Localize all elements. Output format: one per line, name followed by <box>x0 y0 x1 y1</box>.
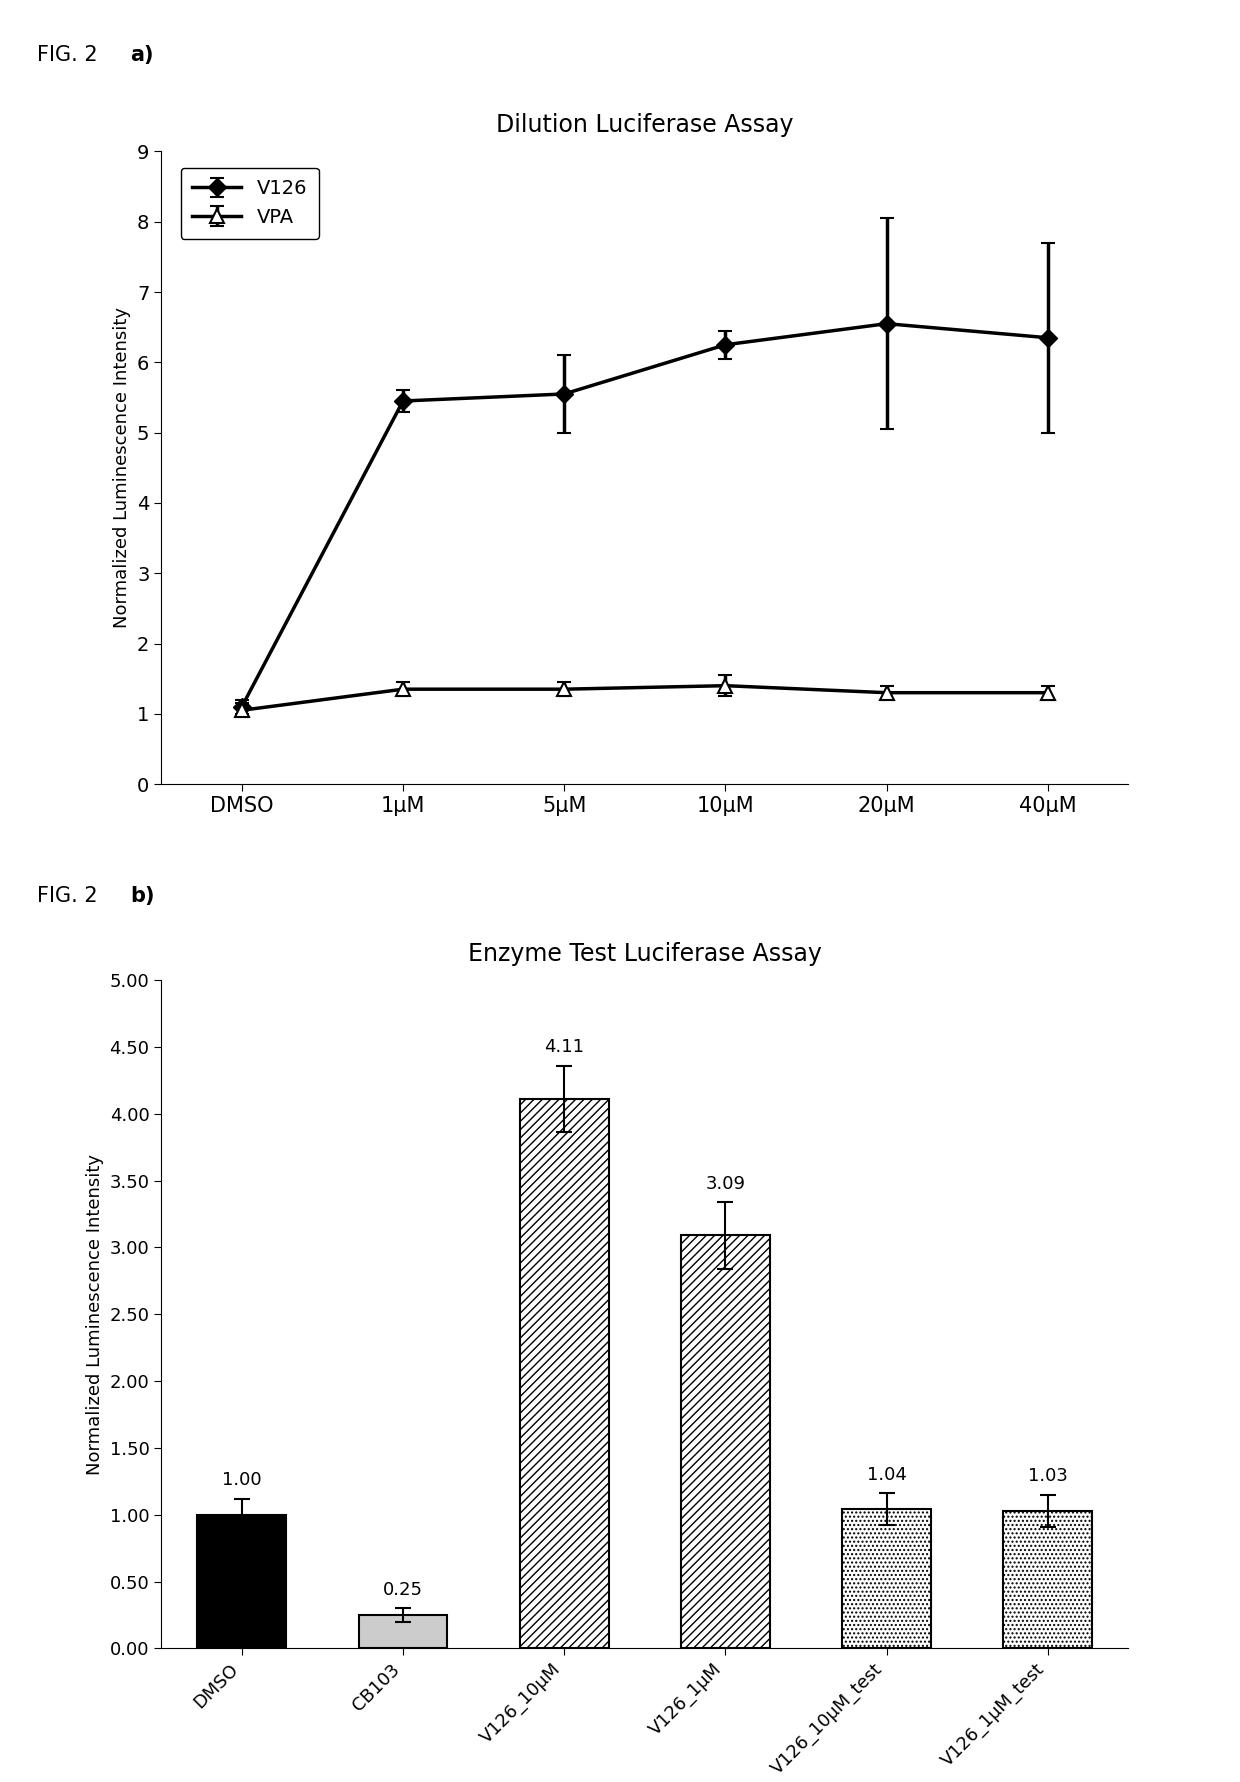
Text: 1.00: 1.00 <box>222 1472 262 1490</box>
Title: Enzyme Test Luciferase Assay: Enzyme Test Luciferase Assay <box>467 941 822 966</box>
Text: 1.04: 1.04 <box>867 1467 906 1484</box>
Text: FIG. 2: FIG. 2 <box>37 45 98 64</box>
Title: Dilution Luciferase Assay: Dilution Luciferase Assay <box>496 112 794 137</box>
Bar <box>197 1515 286 1648</box>
Text: a): a) <box>130 45 154 64</box>
Bar <box>1003 1511 1092 1648</box>
Bar <box>358 1614 448 1648</box>
Text: 3.09: 3.09 <box>706 1174 745 1192</box>
Legend: V126, VPA: V126, VPA <box>181 168 319 239</box>
Text: FIG. 2: FIG. 2 <box>37 886 98 905</box>
Text: 4.11: 4.11 <box>544 1039 584 1057</box>
Text: 1.03: 1.03 <box>1028 1467 1068 1486</box>
Text: 0.25: 0.25 <box>383 1581 423 1598</box>
Bar <box>842 1509 931 1648</box>
Y-axis label: Normalized Luminescence Intensity: Normalized Luminescence Intensity <box>113 307 131 629</box>
Bar <box>681 1235 770 1648</box>
Y-axis label: Normalized Luminescence Intensity: Normalized Luminescence Intensity <box>86 1153 104 1475</box>
Bar <box>520 1099 609 1648</box>
Text: b): b) <box>130 886 155 905</box>
